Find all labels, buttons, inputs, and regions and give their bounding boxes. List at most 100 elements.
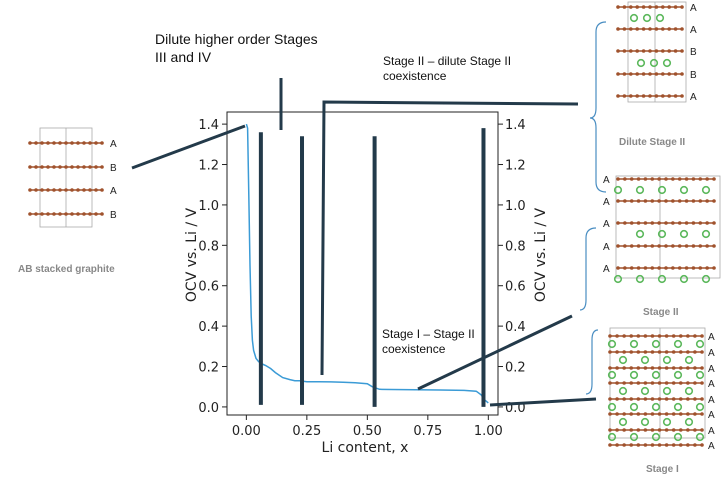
- carbon-atom: [636, 350, 641, 354]
- lithium-atom: [695, 432, 705, 442]
- carbon-atom: [650, 244, 655, 248]
- x-tick-label: 0.75: [413, 424, 442, 439]
- carbon-atom: [635, 72, 639, 76]
- y-tick-label-left: 0.8: [198, 239, 219, 254]
- carbon-atom: [615, 334, 619, 338]
- carbon-atom: [622, 412, 626, 416]
- lithium-atom: [657, 274, 667, 284]
- carbon-atom: [616, 199, 620, 203]
- carbon-atom: [629, 412, 634, 416]
- y-tick-label-right: 1.0: [505, 199, 526, 214]
- carbon-atom: [686, 350, 690, 354]
- y-tick-label-left: 0.2: [198, 361, 219, 376]
- carbon-atom: [686, 443, 690, 447]
- carbon-atom: [641, 72, 646, 76]
- carbon-atom: [70, 212, 74, 216]
- carbon-atom: [636, 397, 641, 401]
- carbon-atom: [616, 266, 620, 270]
- carbon-atom: [677, 244, 682, 248]
- carbon-atom: [671, 428, 676, 432]
- carbon-atom: [650, 443, 655, 447]
- carbon-atom: [34, 141, 38, 145]
- carbon-atom: [657, 350, 662, 354]
- carbon-atom: [64, 165, 68, 169]
- carbon-atom: [664, 381, 669, 385]
- lithium-atom: [651, 339, 661, 349]
- carbon-atom: [616, 221, 620, 225]
- carbon-atom: [636, 443, 641, 447]
- carbon-atom: [657, 366, 662, 370]
- plot-frame: [226, 111, 499, 416]
- lithium-atom: [662, 417, 672, 427]
- carbon-atom: [615, 397, 619, 401]
- stacking-label: A: [603, 197, 610, 208]
- carbon-atom: [52, 165, 56, 169]
- carbon-atom: [671, 350, 676, 354]
- axis-ticks: 0.00 0.25 0.50 0.75 1.000.0 0.00.2 0.20.4 0.40.…: [198, 118, 525, 439]
- annotation-stage2-line2: coexistence: [383, 69, 447, 83]
- carbon-atom: [629, 177, 634, 181]
- lithium-atom: [679, 274, 689, 284]
- carbon-atom: [636, 366, 641, 370]
- carbon-atom: [677, 266, 682, 270]
- carbon-atom: [671, 443, 676, 447]
- carbon-atom: [629, 221, 634, 225]
- carbon-atom: [643, 428, 648, 432]
- lithium-atom: [651, 402, 661, 412]
- lithium-atom: [607, 402, 617, 412]
- carbon-atom: [622, 5, 627, 9]
- carbon-atom: [661, 94, 665, 98]
- stacking-label: A: [708, 410, 715, 421]
- carbon-atom: [671, 334, 676, 338]
- carbon-atom: [650, 366, 655, 370]
- carbon-atom: [636, 199, 641, 203]
- carbon-atom: [712, 199, 716, 203]
- carbon-atom: [664, 366, 669, 370]
- carbon-atom: [616, 94, 620, 98]
- carbon-atom: [629, 94, 633, 98]
- carbon-atom: [686, 397, 690, 401]
- carbon-atom: [698, 266, 703, 270]
- stacking-label: A: [708, 379, 715, 390]
- stacking-label: A: [690, 92, 697, 103]
- carbon-atom: [34, 188, 38, 192]
- carbon-atom: [52, 141, 56, 145]
- lithium-atom: [662, 355, 672, 365]
- carbon-atom: [82, 141, 86, 145]
- y-axis-label-left: OCV vs. Li / V: [184, 207, 200, 302]
- carbon-atom: [705, 221, 709, 225]
- y-tick-label-left: 1.4: [198, 118, 219, 133]
- stacking-label: B: [690, 47, 697, 58]
- carbon-atom: [643, 334, 648, 338]
- carbon-atom: [705, 244, 709, 248]
- carbon-atom: [693, 428, 697, 432]
- stacking-label: A: [708, 332, 715, 343]
- carbon-atom: [622, 366, 626, 370]
- carbon-atom: [623, 221, 627, 225]
- carbon-atom: [615, 443, 619, 447]
- lithium-atom: [635, 274, 645, 284]
- carbon-atom: [671, 412, 676, 416]
- carbon-atom: [623, 266, 627, 270]
- carbon-atom: [100, 165, 104, 169]
- carbon-atom: [673, 5, 678, 9]
- carbon-atom: [671, 244, 675, 248]
- lithium-atom: [629, 13, 639, 23]
- carbon-atom: [677, 221, 682, 225]
- carbon-atom: [70, 188, 74, 192]
- carbon-atom: [70, 141, 74, 145]
- carbon-atom: [654, 94, 659, 98]
- y-tick-label-left: 0.0: [198, 401, 219, 416]
- annotation-dilute-line1: Dilute higher order Stages: [155, 31, 318, 47]
- lithium-atom: [651, 370, 661, 380]
- lithium-atom: [607, 432, 617, 442]
- carbon-atom: [622, 381, 626, 385]
- stacking-label: A: [603, 175, 610, 186]
- carbon-atom: [693, 366, 697, 370]
- carbon-atom: [636, 266, 641, 270]
- carbon-atom: [46, 165, 50, 169]
- caption-stage1: Stage I: [646, 464, 679, 475]
- carbon-atom: [82, 212, 86, 216]
